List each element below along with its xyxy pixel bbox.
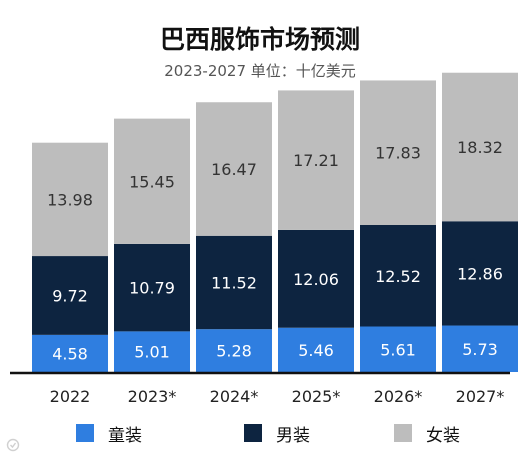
data-label-kids-0: 4.58 (52, 344, 88, 363)
bar-segment-kids-0 (32, 334, 108, 372)
bar-segment-women-5 (442, 72, 518, 222)
watermark-icon (6, 438, 20, 452)
legend-swatch-men (244, 424, 262, 442)
data-label-women-3: 17.21 (293, 151, 339, 170)
data-label-women-4: 17.83 (375, 144, 421, 163)
bar-segment-men-3 (278, 229, 354, 328)
x-tick-label-0: 2022 (50, 387, 91, 406)
data-label-men-4: 12.52 (375, 267, 421, 286)
data-label-kids-3: 5.46 (298, 341, 334, 360)
chart-title: 巴西服饰市场预测 (159, 25, 360, 54)
bar-segment-women-1 (114, 118, 190, 244)
data-label-women-5: 18.32 (457, 138, 503, 157)
legend-item-kids: 童装 (76, 420, 142, 446)
bar-segment-men-1 (114, 243, 190, 332)
legend-item-women: 女装 (394, 420, 460, 446)
legend-label-men: 男装 (276, 425, 310, 446)
bar-segment-men-5 (442, 221, 518, 326)
data-label-women-2: 16.47 (211, 160, 257, 179)
bar-segment-men-0 (32, 256, 108, 335)
data-label-kids-2: 5.28 (216, 342, 252, 361)
data-label-kids-1: 5.01 (134, 343, 170, 362)
data-label-men-0: 9.72 (52, 286, 88, 305)
data-label-men-3: 12.06 (293, 270, 339, 289)
legend-label-women: 女装 (426, 425, 460, 446)
data-label-kids-5: 5.73 (462, 340, 498, 359)
data-label-men-1: 10.79 (129, 279, 175, 298)
bar-segment-women-2 (196, 102, 272, 236)
chart-subtitle: 2023-2027 单位：十亿美元 (164, 62, 356, 80)
bar-segment-women-0 (32, 142, 108, 257)
bar-segment-men-4 (360, 225, 436, 327)
x-tick-label-3: 2025* (292, 387, 341, 406)
data-label-men-5: 12.86 (457, 264, 503, 283)
x-tick-label-5: 2027* (456, 387, 505, 406)
bar-segment-kids-3 (278, 327, 354, 372)
legend-swatch-kids (76, 424, 94, 442)
data-label-men-2: 11.52 (211, 273, 257, 292)
legend: 童装 男装 女装 (0, 420, 520, 446)
legend-label-kids: 童装 (108, 425, 142, 446)
bar-segment-women-4 (360, 80, 436, 225)
watermark-logo (6, 438, 23, 452)
legend-item-men: 男装 (244, 420, 310, 446)
legend-swatch-women (394, 424, 412, 442)
data-label-kids-4: 5.61 (380, 340, 416, 359)
bar-segment-kids-2 (196, 329, 272, 372)
data-label-women-1: 15.45 (129, 172, 175, 191)
bar-segment-kids-1 (114, 331, 190, 372)
x-tick-label-1: 2023* (128, 387, 177, 406)
bar-segment-kids-5 (442, 325, 518, 372)
data-label-women-0: 13.98 (47, 190, 93, 209)
bar-segment-men-2 (196, 235, 272, 330)
x-tick-label-2: 2024* (210, 387, 259, 406)
bar-segment-kids-4 (360, 326, 436, 372)
bar-segment-women-3 (278, 90, 354, 230)
x-tick-label-4: 2026* (374, 387, 423, 406)
